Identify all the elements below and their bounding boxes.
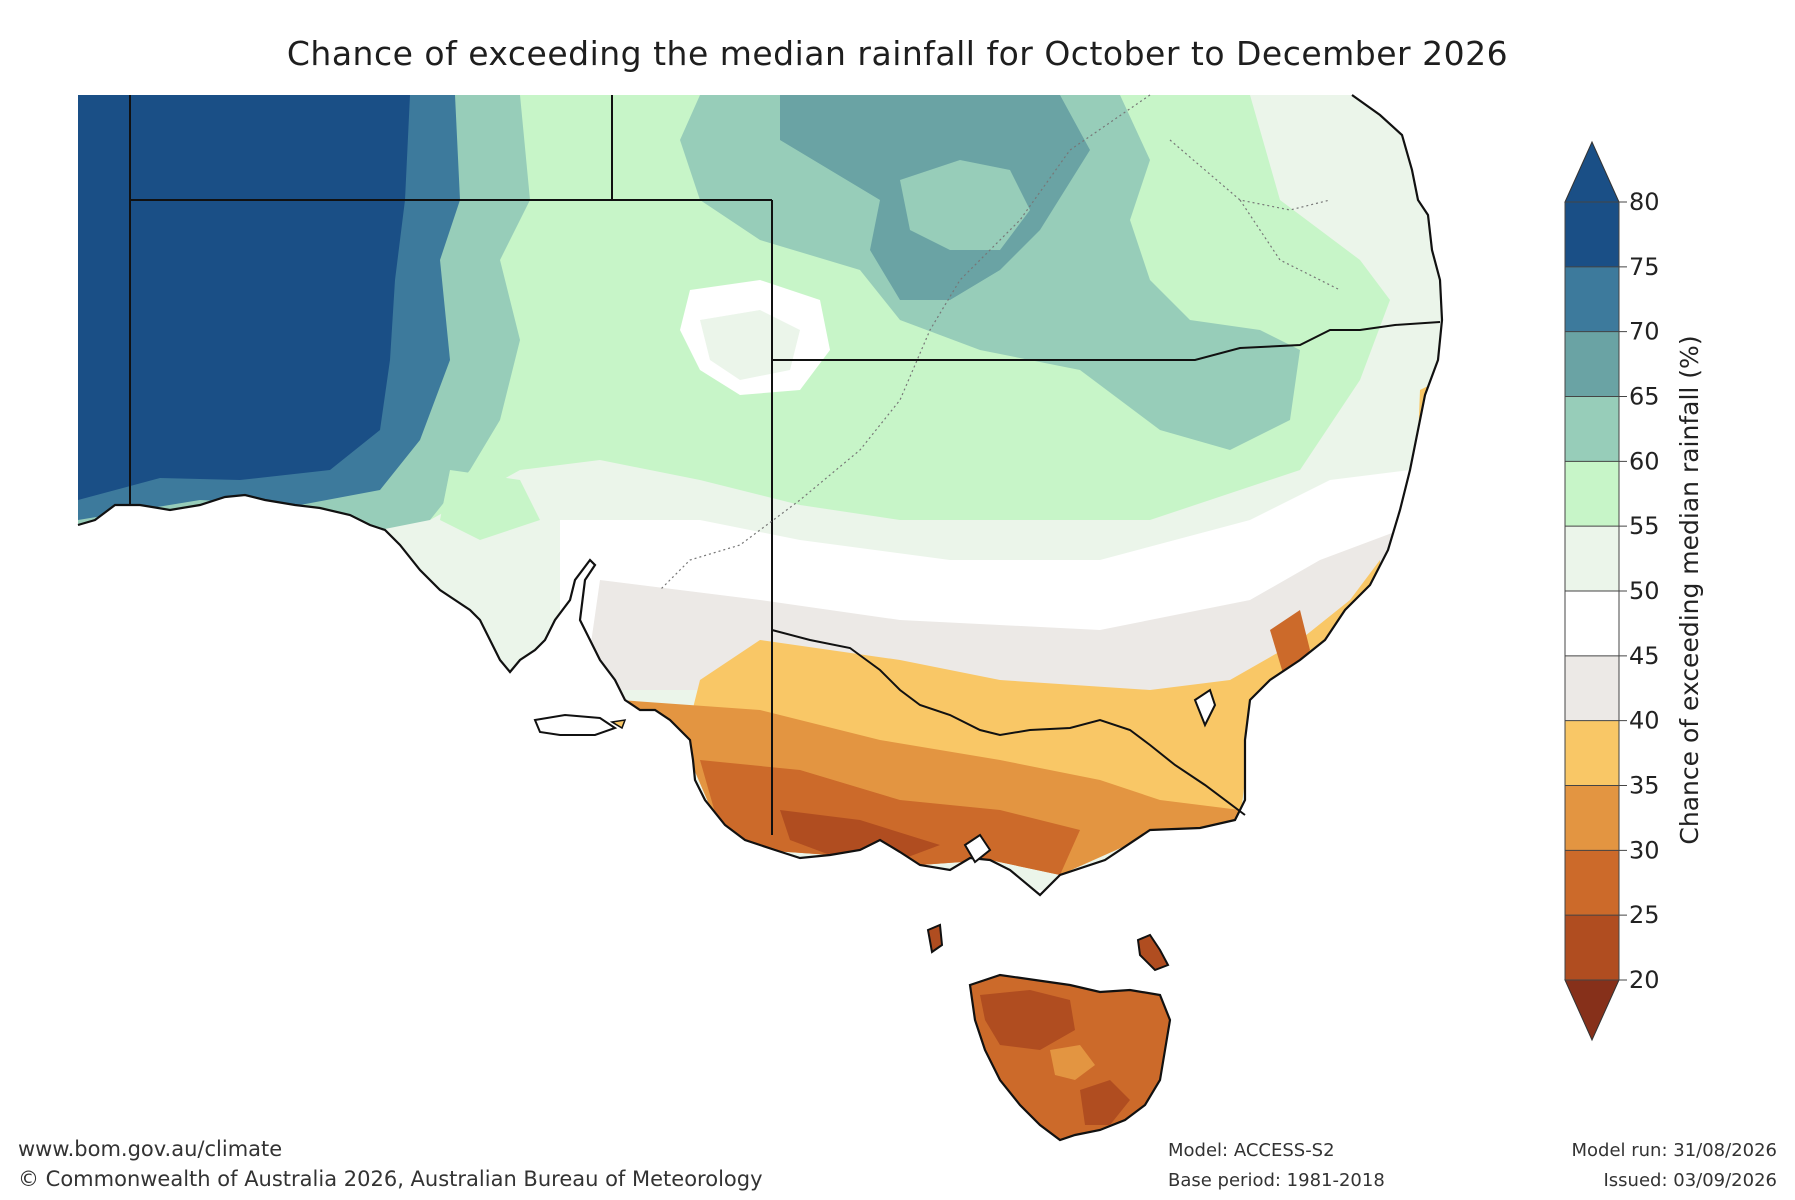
base-period: Base period: 1981-2018 [1168, 1170, 1385, 1191]
issued-date: Issued: 03/09/2026 [1603, 1170, 1777, 1191]
colorbar-bin-60-65 [1565, 396, 1619, 462]
tasmania [968, 973, 1172, 1142]
colorbar-under-arrow [1564, 979, 1620, 1042]
model-name: Model: ACCESS-S2 [1168, 1140, 1335, 1161]
colorbar-bin-75-80 [1565, 202, 1619, 268]
copyright-notice: © Commonwealth of Australia 2026, Austra… [18, 1167, 763, 1191]
colorbar-bin-70-75 [1565, 266, 1619, 333]
colorbar-bin-35-40 [1565, 720, 1619, 786]
colorbar-tick-label: 40 [1629, 707, 1660, 735]
colorbar-tick-label: 45 [1629, 642, 1660, 670]
colorbar-tick-label: 70 [1629, 318, 1660, 346]
colorbar-tick-label: 55 [1629, 512, 1660, 540]
kangaroo-island [533, 713, 618, 736]
colorbar-tick-label: 80 [1629, 188, 1660, 216]
colorbar-tick-label: 20 [1629, 966, 1660, 994]
colorbar-bin-25-30 [1565, 850, 1619, 916]
colorbar-bin-55-60 [1565, 461, 1619, 527]
model-run-date: Model run: 31/08/2026 [1571, 1140, 1777, 1161]
colorbar: 80 75 70 65 60 55 50 45 40 35 30 25 20 [1564, 140, 1660, 1042]
king-island [926, 923, 944, 954]
flinders-island [1136, 933, 1170, 972]
colorbar-tick-label: 30 [1629, 836, 1660, 864]
colorbar-over-arrow [1564, 140, 1620, 203]
colorbar-bin-20-25 [1565, 915, 1619, 981]
colorbar-bin-30-35 [1565, 785, 1619, 851]
port-phillip-bay [963, 833, 992, 864]
colorbar-bin-65-70 [1565, 331, 1619, 397]
district-lines [659, 94, 1341, 591]
shaded-land [78, 95, 1442, 890]
colorbar-bin-40-45 [1565, 655, 1619, 722]
colorbar-tick-label: 60 [1629, 447, 1660, 475]
colorbar-label: Chance of exceeding median rainfall (%) [1675, 335, 1704, 844]
colorbar-bin-45-50 [1565, 591, 1619, 657]
colorbar-tick-label: 25 [1629, 901, 1660, 929]
colorbar-tick-label: 75 [1629, 253, 1660, 281]
map-title: Chance of exceeding the median rainfall … [286, 34, 1509, 73]
colorbar-bin-50-55 [1565, 526, 1619, 592]
colorbar-tick-label: 50 [1629, 577, 1660, 605]
state-borders [129, 95, 1441, 835]
coastline [77, 94, 1444, 897]
source-url: www.bom.gov.au/climate [18, 1137, 283, 1161]
colorbar-tick-label: 65 [1629, 383, 1660, 411]
colorbar-tick-label: 35 [1629, 772, 1660, 800]
